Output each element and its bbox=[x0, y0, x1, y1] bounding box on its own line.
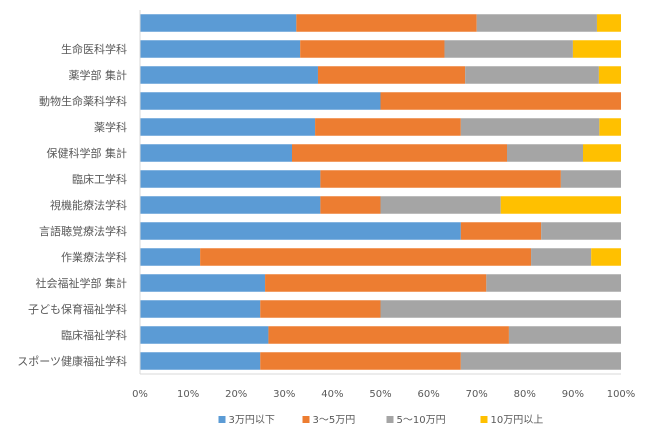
bar-segment-10-4 bbox=[591, 248, 621, 266]
bar-segment-2-2 bbox=[300, 40, 445, 58]
bar-segment-12-2 bbox=[260, 300, 381, 318]
bar-segment-4-2 bbox=[380, 92, 621, 110]
bar-segment-8-1 bbox=[140, 196, 321, 214]
legend-label: 5～10万円 bbox=[397, 415, 446, 426]
bar-segment-7-1 bbox=[140, 170, 321, 188]
bar-segment-3-3 bbox=[465, 66, 599, 84]
bar-segment-10-2 bbox=[200, 248, 532, 266]
bar-segment-2-4 bbox=[572, 40, 621, 58]
bar-segment-10-3 bbox=[531, 248, 592, 266]
legend-swatch bbox=[218, 416, 226, 423]
bar-segment-1-3 bbox=[476, 14, 597, 32]
bar-segment-1-4 bbox=[596, 14, 621, 32]
x-axis: 0% 10% 20% 30% 40% 50% 60% 70% 80% 90% 100% bbox=[132, 10, 635, 400]
bar-segment-10-1 bbox=[140, 248, 201, 266]
bar-segment-8-2 bbox=[320, 196, 381, 214]
bar-segment-9-1 bbox=[140, 222, 461, 240]
bar-segment-1-2 bbox=[296, 14, 477, 32]
bar-segment-8-3 bbox=[380, 196, 501, 214]
bar-segment-12-1 bbox=[140, 300, 261, 318]
x-tick-label: 30% bbox=[273, 389, 295, 400]
legend-label: 3～5万円 bbox=[313, 415, 356, 426]
bar-segment-5-3 bbox=[460, 118, 600, 136]
legend: 3万円以下 3～5万円 5～10万円 10万円以上 bbox=[218, 414, 544, 426]
bar-segment-6-1 bbox=[140, 144, 292, 162]
bar-segment-13-2 bbox=[268, 326, 509, 344]
legend-label: 10万円以上 bbox=[491, 414, 544, 426]
bar-segment-8-4 bbox=[500, 196, 621, 214]
bar-segment-2-3 bbox=[444, 40, 573, 58]
bar-segment-14-1 bbox=[140, 352, 261, 370]
x-tick-label: 40% bbox=[321, 389, 343, 400]
x-tick-label: 0% bbox=[132, 389, 148, 400]
legend-label: 3万円以下 bbox=[229, 415, 275, 426]
category-label: 薬学科 bbox=[94, 120, 127, 134]
bar-segment-11-1 bbox=[140, 274, 266, 292]
bar-segment-11-3 bbox=[486, 274, 621, 292]
bar-segment-12-3 bbox=[380, 300, 621, 318]
bar-segment-3-4 bbox=[598, 66, 621, 84]
bar-segment-7-3 bbox=[560, 170, 621, 188]
category-label: 生命医科学科 bbox=[61, 42, 127, 56]
category-label: 臨床工学科 bbox=[72, 172, 127, 186]
category-label: 言語聴覚療法学科 bbox=[39, 224, 127, 238]
bar-segment-2-1 bbox=[140, 40, 301, 58]
bar-segment-6-4 bbox=[583, 144, 621, 162]
bar-segment-9-2 bbox=[460, 222, 542, 240]
category-label: 社会福祉学部 集計 bbox=[36, 276, 128, 290]
bar-segment-13-3 bbox=[508, 326, 621, 344]
legend-swatch bbox=[386, 416, 394, 423]
category-label: 保健科学部 集計 bbox=[47, 146, 128, 160]
bar-segment-14-2 bbox=[260, 352, 461, 370]
category-label: 臨床福祉学科 bbox=[61, 328, 127, 342]
bar-segment-5-1 bbox=[140, 118, 316, 136]
x-tick-label: 100% bbox=[607, 389, 636, 400]
x-tick-label: 90% bbox=[562, 389, 584, 400]
category-label: 作業療法学科 bbox=[61, 250, 127, 264]
x-tick-label: 80% bbox=[514, 389, 536, 400]
bar-segment-3-1 bbox=[140, 66, 318, 84]
bars-layer bbox=[140, 14, 621, 370]
x-tick-label: 60% bbox=[417, 389, 439, 400]
bar-segment-6-3 bbox=[507, 144, 584, 162]
bar-segment-5-2 bbox=[315, 118, 461, 136]
bar-segment-1-1 bbox=[140, 14, 297, 32]
bar-segment-9-3 bbox=[541, 222, 621, 240]
bar-segment-11-2 bbox=[265, 274, 487, 292]
legend-swatch bbox=[480, 416, 488, 423]
category-label: 薬学部 集計 bbox=[69, 68, 128, 82]
bar-segment-14-3 bbox=[460, 352, 621, 370]
bar-segment-6-2 bbox=[291, 144, 508, 162]
x-tick-label: 50% bbox=[369, 389, 391, 400]
bar-segment-13-1 bbox=[140, 326, 269, 344]
category-label: 子ども保育福祉学科 bbox=[28, 302, 127, 316]
x-tick-label: 20% bbox=[225, 389, 247, 400]
bar-segment-7-2 bbox=[320, 170, 561, 188]
bar-segment-4-1 bbox=[140, 92, 381, 110]
bar-segment-3-2 bbox=[317, 66, 466, 84]
legend-swatch bbox=[302, 416, 310, 423]
category-label: スポーツ健康福祉学科 bbox=[17, 354, 127, 368]
x-tick-label: 70% bbox=[466, 389, 488, 400]
category-label: 視機能療法学科 bbox=[50, 198, 127, 212]
category-label: 動物生命薬科学科 bbox=[39, 94, 127, 108]
bar-segment-5-4 bbox=[599, 118, 621, 136]
x-tick-label: 10% bbox=[177, 389, 199, 400]
